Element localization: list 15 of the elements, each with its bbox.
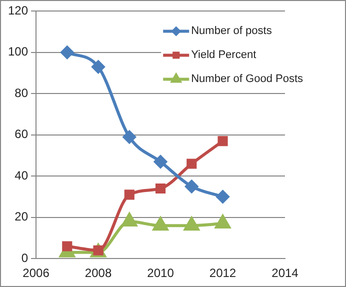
x-tick-label: 2014 xyxy=(272,266,299,280)
y-tick-label: 20 xyxy=(14,210,28,224)
legend-label: Number of Good Posts xyxy=(191,73,304,86)
x-tick-label: 2006 xyxy=(22,266,50,280)
y-tick-label: 80 xyxy=(14,86,28,100)
y-tick-label: 60 xyxy=(14,127,28,142)
legend-label: Number of posts xyxy=(191,25,272,38)
y-tick-label: 0 xyxy=(21,250,28,265)
x-tick-label: 2010 xyxy=(147,266,174,280)
y-tick-label: 40 xyxy=(14,168,28,182)
x-tick-label: 2012 xyxy=(209,266,236,280)
x-tick-label: 2008 xyxy=(84,266,112,280)
y-tick-label: 100 xyxy=(8,44,28,59)
legend-label: Yield Percent xyxy=(191,49,256,62)
y-tick-label: 120 xyxy=(8,4,28,18)
